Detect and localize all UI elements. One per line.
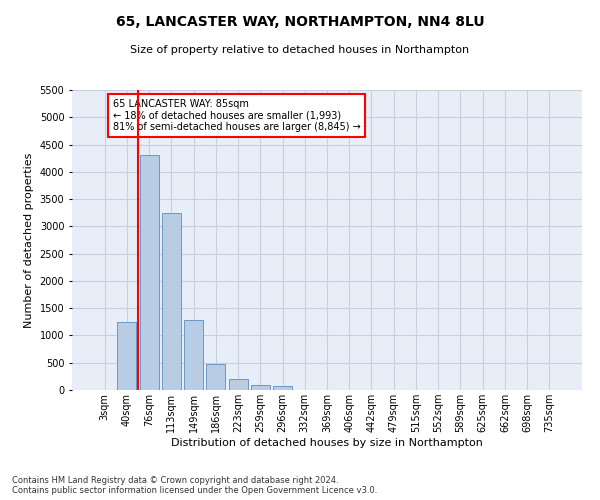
Text: Size of property relative to detached houses in Northampton: Size of property relative to detached ho… (130, 45, 470, 55)
Bar (118, 322, 136, 390)
Bar (206, 364, 225, 390)
Y-axis label: Number of detached properties: Number of detached properties (24, 152, 34, 328)
Bar (273, 386, 292, 390)
Text: Contains HM Land Registry data © Crown copyright and database right 2024.
Contai: Contains HM Land Registry data © Crown c… (12, 476, 377, 495)
Text: 65, LANCASTER WAY, NORTHAMPTON, NN4 8LU: 65, LANCASTER WAY, NORTHAMPTON, NN4 8LU (116, 15, 484, 29)
Bar (140, 156, 158, 390)
X-axis label: Distribution of detached houses by size in Northampton: Distribution of detached houses by size … (171, 438, 483, 448)
Bar (162, 212, 181, 390)
Bar (184, 320, 203, 390)
Bar (229, 379, 248, 390)
Bar (251, 384, 270, 390)
Text: 65 LANCASTER WAY: 85sqm
← 18% of detached houses are smaller (1,993)
81% of semi: 65 LANCASTER WAY: 85sqm ← 18% of detache… (113, 99, 361, 132)
